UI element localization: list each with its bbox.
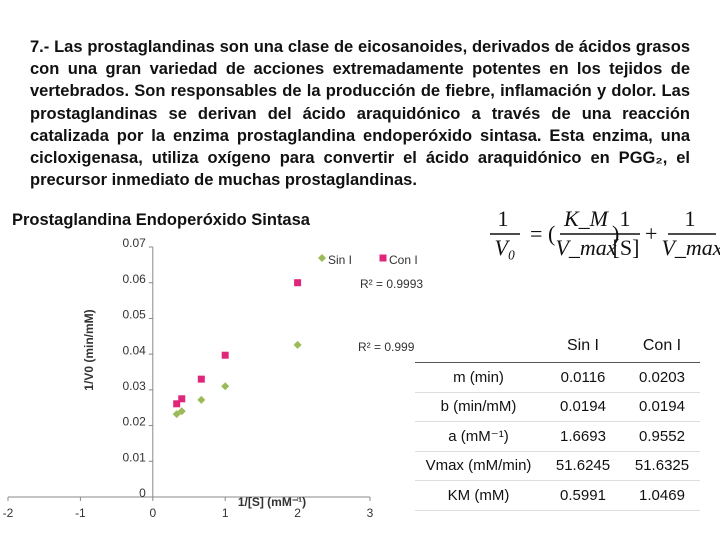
annotation: R² = 0.9993	[360, 277, 423, 291]
table-cell: 51.6325	[624, 451, 700, 481]
table-row: m (min) 0.0116 0.0203	[415, 362, 700, 393]
column-header: Sin I	[542, 330, 624, 363]
legend-marker	[318, 254, 326, 262]
eq-text: V_max	[661, 235, 720, 260]
point	[173, 400, 181, 408]
annotation: R² = 0.999	[358, 340, 415, 354]
x-tick-label: 2	[294, 506, 301, 520]
point	[221, 351, 229, 359]
table-cell: 0.9552	[624, 421, 700, 452]
legend-marker	[379, 254, 387, 262]
x-axis-label: 1/[S] (mM⁻¹)	[238, 495, 306, 509]
y-tick-label: 0.03	[122, 379, 146, 393]
eq-text: V_max	[555, 235, 616, 260]
table-cell: m (min)	[415, 362, 542, 393]
table-cell: 0.0194	[624, 392, 700, 422]
point	[221, 382, 230, 391]
eq-text: +	[645, 221, 657, 246]
x-tick-label: -1	[75, 506, 86, 520]
point	[197, 395, 206, 404]
table-cell: 51.6245	[542, 451, 624, 481]
legend-label: Sin I	[328, 253, 352, 267]
y-tick-label: 0	[139, 486, 146, 500]
paren: (	[548, 221, 555, 246]
point	[177, 407, 186, 416]
y-axis-label: 1/V0 (min/mM)	[82, 309, 96, 390]
table-cell: 1.6693	[542, 421, 624, 452]
table-cell: 0.0203	[624, 362, 700, 393]
heading: Prostaglandina Endoperóxido Sintasa	[12, 211, 310, 229]
column-header: Con I	[624, 330, 700, 363]
x-tick-label: -2	[3, 506, 14, 520]
eq-text: 1	[685, 206, 696, 231]
eq-text: V₀	[494, 235, 515, 260]
eq-text: =	[530, 221, 542, 246]
table-cell: a (mM⁻¹)	[415, 421, 542, 452]
x-tick-label: 3	[367, 506, 374, 520]
eq-text: [S]	[613, 235, 640, 260]
y-tick-label: 0.01	[122, 450, 146, 464]
eq-text: 1	[620, 206, 631, 231]
x-tick-label: 1	[222, 506, 229, 520]
table-cell: 0.0116	[542, 362, 624, 393]
y-tick-label: 0.06	[122, 272, 146, 286]
header-row: Sin I Con I	[415, 330, 700, 363]
point	[197, 375, 205, 383]
point	[178, 395, 186, 403]
table-row: a (mM⁻¹) 1.6693 0.9552	[415, 421, 700, 452]
equation: 1 V₀ = ( K_M V_max ) 1 [S] + 1 V_max	[490, 206, 720, 260]
table-cell: KM (mM)	[415, 480, 542, 511]
x-tick-label: 0	[149, 506, 156, 520]
table-row: KM (mM) 0.5991 1.0469	[415, 480, 700, 511]
y-tick-label: 0.05	[122, 308, 146, 322]
parameter-table: Sin I Con I m (min) 0.0116 0.0203 b (min/mM)…	[415, 330, 700, 511]
table-cell: 0.5991	[542, 480, 624, 511]
y-tick-label: 0.07	[122, 236, 146, 250]
paragraph: 7.- Las prostaglandinas son una clase de…	[30, 38, 690, 190]
table-cell: b (min/mM)	[415, 392, 542, 422]
table-row: b (min/mM) 0.0194 0.0194	[415, 392, 700, 422]
eq-text: K_M	[563, 206, 610, 231]
corner	[415, 330, 542, 363]
legend-label: Con I	[389, 253, 418, 267]
table-cell: 1.0469	[624, 480, 700, 511]
point	[294, 279, 302, 287]
table-cell: Vmax (mM/min)	[415, 451, 542, 481]
y-tick-label: 0.04	[122, 343, 146, 357]
eq-text: 1	[498, 206, 509, 231]
table-row: Vmax (mM/min) 51.6245 51.6325	[415, 451, 700, 481]
table-cell: 0.0194	[542, 392, 624, 422]
point	[293, 340, 302, 349]
y-tick-label: 0.02	[122, 415, 146, 429]
